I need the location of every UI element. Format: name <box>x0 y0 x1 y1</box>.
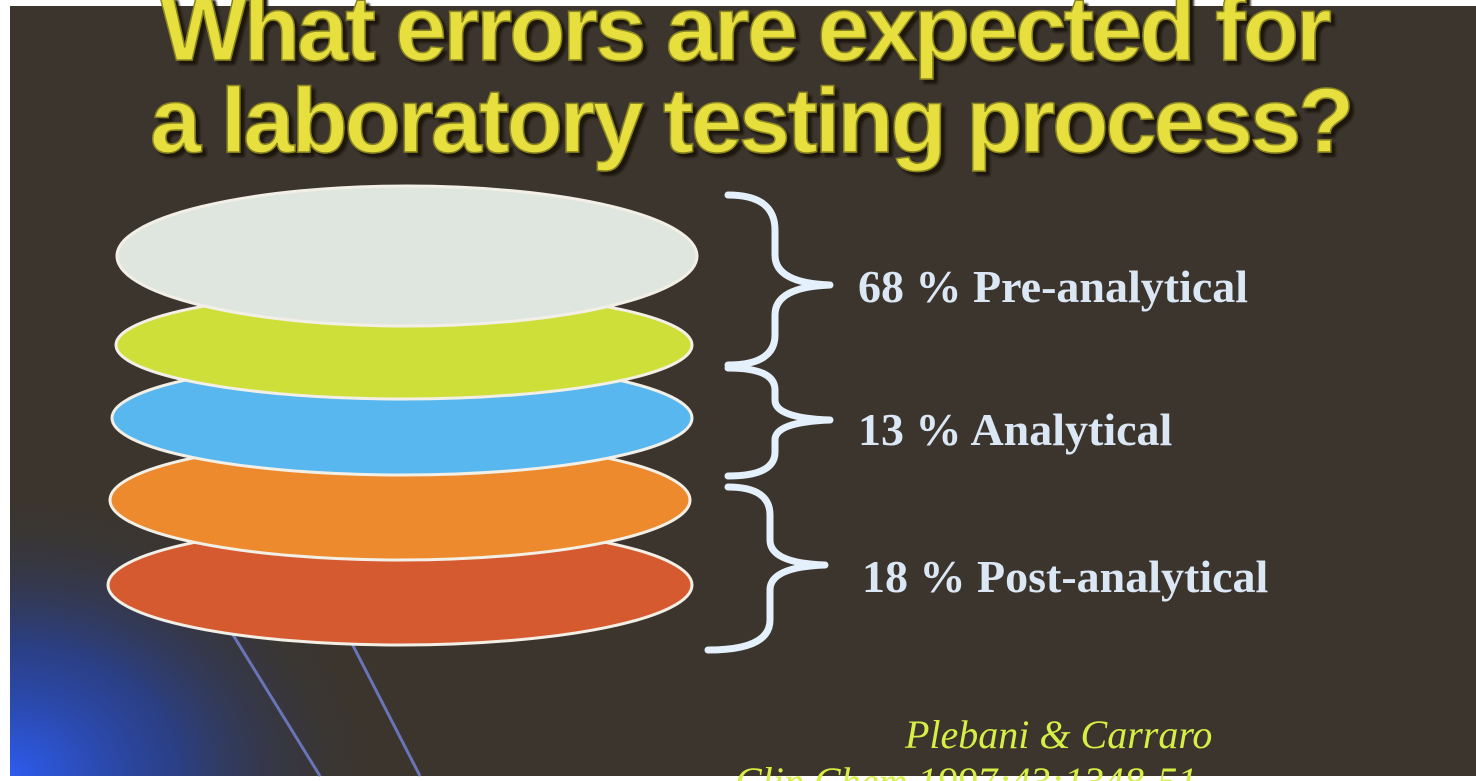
title-line-1: What errors are expected for <box>160 0 1331 80</box>
layer-disk <box>117 186 697 326</box>
slide-photo: What errors are expected for a laborator… <box>0 0 1476 781</box>
citation-source: Clin Chem 1997;43:1348-51 <box>735 759 1197 781</box>
citation-authors: Plebani & Carraro <box>904 712 1212 757</box>
category-label: 68 % Pre-analytical <box>858 261 1248 312</box>
category-label: 18 % Post-analytical <box>862 551 1268 602</box>
category-label: 13 % Analytical <box>858 404 1172 455</box>
title-line-2: a laboratory testing process? <box>150 70 1351 172</box>
page: What errors are expected for a laborator… <box>0 0 1476 781</box>
